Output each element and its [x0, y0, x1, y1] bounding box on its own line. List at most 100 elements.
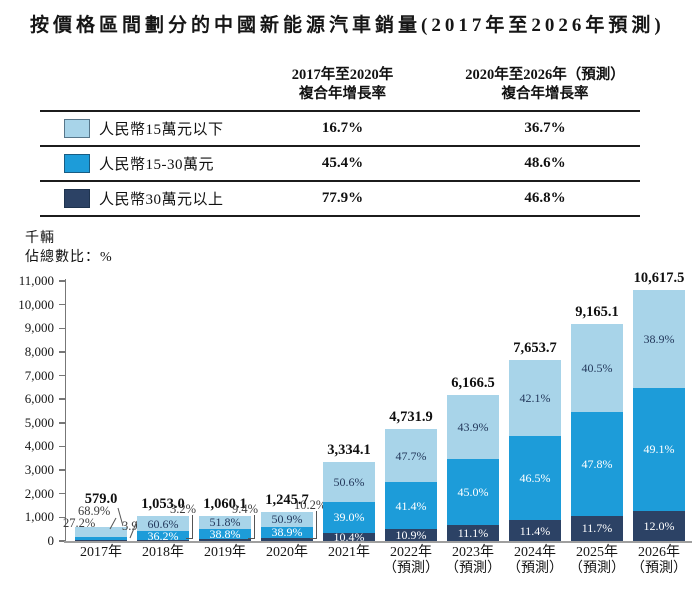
bar-total-label: 1,245.7 — [265, 491, 309, 508]
bar-segment-150k-300k: 38.8% — [199, 526, 251, 541]
y-tick — [58, 492, 65, 495]
segment-percent-label: 38.8% — [209, 526, 241, 541]
bar-segment-under-150k: 43.9% — [447, 395, 499, 460]
bar-total-label: 579.0 — [84, 491, 118, 507]
bar-total-label: 4,731.9 — [389, 409, 433, 426]
bar-2017年 — [75, 527, 127, 541]
bar-total-label: 10,617.5 — [633, 270, 685, 287]
bar-segment-under-150k: 50.9% — [261, 511, 313, 527]
bar-total-label: 7,653.7 — [513, 340, 557, 357]
bar-2019年: 51.8% 38.8% — [199, 515, 251, 541]
y-tick-label: 11,000 — [18, 273, 54, 288]
bar-segment-150k-300k: 46.5% — [509, 436, 561, 521]
outside-dark-percent-label: 10.2% — [294, 497, 327, 512]
bar-segment-under-150k: 50.6% — [323, 462, 375, 503]
bar-segment-under-150k: 38.9% — [633, 290, 685, 388]
page-title: 按價格區間劃分的中國新能源汽車銷量(2017年至2026年預測) — [30, 15, 665, 36]
bar-segment-150k-300k: 38.9% — [261, 526, 313, 538]
y-tick-label: 7,000 — [24, 367, 54, 383]
bar-segment-over-300k — [75, 540, 127, 541]
x-category-year: 2017年 — [80, 545, 122, 560]
bar-2022年: 47.7% 41.4% 10.9% — [385, 429, 437, 541]
x-category-note: （預測） — [631, 561, 687, 576]
legend-label: 人民幣15-30萬元 — [99, 157, 214, 173]
bar-segment-150k-300k: 39.0% — [323, 502, 375, 533]
cagr-value: 46.8% — [524, 190, 566, 206]
table-row-150k-300k: 人民幣15-30萬元 45.4% 48.6% — [40, 145, 640, 180]
bar-total-label: 1,053.0 — [141, 496, 185, 513]
bar-2023年: 43.9% 45.0% 11.1% — [447, 395, 499, 541]
segment-percent-label: 36.2% — [147, 528, 179, 543]
bar-segment-150k-300k: 45.0% — [447, 459, 499, 525]
y-tick — [58, 469, 65, 471]
cagr-header-line: 複合年增長率 — [501, 86, 589, 102]
segment-percent-label: 11.4% — [519, 523, 551, 538]
table-row-over-300k: 人民幣30萬元以上 77.9% 46.8% — [40, 180, 640, 217]
y-tick — [58, 398, 65, 400]
segment-percent-label: 43.9% — [457, 420, 489, 435]
y-tick — [58, 280, 65, 282]
y-tick — [58, 445, 65, 448]
cagr-header-line: 2020年至2026年（預測） — [465, 67, 625, 83]
stacked-bar-chart: 千輛 佔總數比：% 0 1,000 2,000 3,000 4,000 5,000 6,00… — [0, 225, 700, 593]
bar-segment-150k-300k: 47.8% — [571, 412, 623, 516]
cagr-value: 48.6% — [524, 155, 566, 171]
x-category-label: 2019年 — [180, 545, 270, 561]
segment-percent-label: 38.9% — [643, 331, 675, 346]
x-category-note: （預測） — [383, 561, 439, 576]
bar-segment-over-300k — [137, 540, 189, 541]
bar-segment-under-150k: 47.7% — [385, 429, 437, 483]
y-tick-label: 9,000 — [24, 320, 54, 336]
segment-percent-label: 47.7% — [395, 448, 427, 463]
outside-light-percent-label: 68.9% — [78, 504, 111, 518]
y-tick-label: 10,000 — [18, 296, 54, 312]
cagr-header-line: 2017年至2020年 — [291, 67, 394, 83]
x-category-year: 2020年 — [266, 545, 308, 560]
x-category-year: 2023年 — [452, 545, 494, 560]
cagr-table: 2017年至2020年 複合年增長率 2020年至2026年（預測） 複合年增長… — [40, 56, 640, 217]
segment-percent-label: 47.8% — [581, 456, 613, 471]
leader-line — [248, 514, 255, 539]
y-tick-label: 8,000 — [24, 343, 54, 359]
table-row-under-150k: 人民幣15萬元以下 16.7% 36.7% — [40, 110, 640, 145]
x-category-year: 2026年 — [638, 545, 680, 560]
bar-segment-over-300k: 11.1% — [447, 524, 499, 541]
bar-segment-over-300k — [261, 537, 313, 541]
legend-label: 人民幣30萬元以上 — [99, 192, 224, 208]
legend-label-cell: 人民幣15-30萬元 — [40, 153, 235, 174]
x-category-year: 2024年 — [514, 545, 556, 560]
bar-segment-150k-300k: 41.4% — [385, 482, 437, 529]
bar-2024年: 42.1% 46.5% 11.4% — [509, 360, 561, 541]
legend-label: 人民幣15萬元以下 — [99, 122, 224, 138]
bar-total-label: 3,334.1 — [327, 442, 371, 459]
bar-segment-under-150k: 40.5% — [571, 324, 623, 413]
y-tick-label: 4,000 — [24, 438, 54, 454]
segment-percent-label: 10.4% — [333, 529, 365, 544]
x-category-label: 2023年 （預測） — [428, 545, 518, 577]
x-category-label: 2021年 — [304, 545, 394, 561]
y-tick-label: 1,000 — [24, 509, 54, 525]
x-category-note: （預測） — [569, 561, 625, 576]
bar-segment-over-300k: 11.7% — [571, 515, 623, 541]
y-tick-label: 3,000 — [24, 462, 54, 478]
bar-2025年: 40.5% 47.8% 11.7% — [571, 324, 623, 541]
x-category-label: 2024年 （預測） — [490, 545, 580, 577]
y-tick — [58, 422, 65, 424]
x-category-note: （預測） — [445, 561, 501, 576]
y-axis-line — [64, 279, 66, 541]
y-tick — [58, 516, 65, 519]
bar-2018年: 60.6% 36.2% — [137, 516, 189, 543]
bar-segment-150k-300k — [75, 536, 127, 541]
y-tick — [58, 351, 65, 353]
segment-percent-label: 11.1% — [457, 525, 489, 540]
segment-percent-label: 51.8% — [209, 515, 241, 530]
bar-total-label: 1,060.1 — [203, 495, 247, 512]
x-axis-line — [64, 541, 692, 543]
leader-line — [186, 515, 193, 539]
bar-2020年: 50.9% 38.9% — [261, 511, 313, 541]
x-category-year: 2025年 — [576, 545, 618, 560]
segment-percent-label: 10.9% — [395, 527, 427, 542]
segment-percent-label: 39.0% — [333, 510, 365, 525]
bar-2026年: 38.9% 49.1% 12.0% — [633, 290, 685, 541]
